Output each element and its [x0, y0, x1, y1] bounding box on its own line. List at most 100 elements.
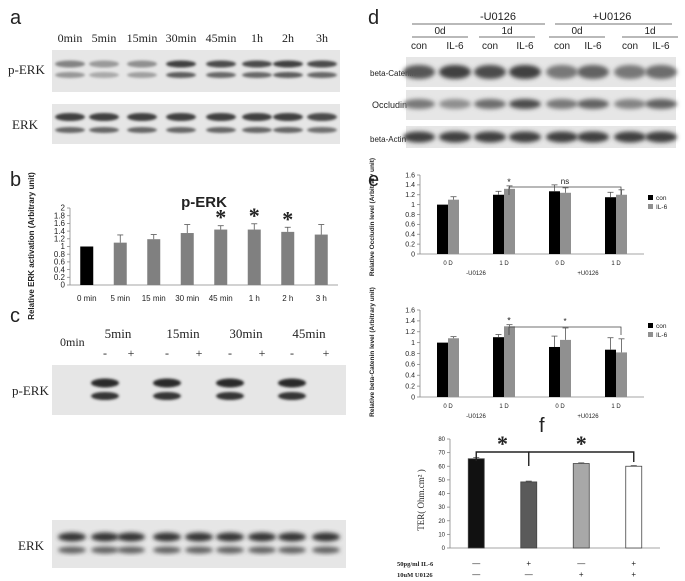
chart-e-bottom-legend-swatch [648, 323, 653, 328]
panel-c-zero-label: 0min [60, 335, 85, 349]
chart-e-bottom-bar [549, 346, 560, 397]
panel-d-occludin-band [577, 99, 609, 109]
panel-a-perk-band-upper [166, 60, 196, 68]
panel-d-occludin-band [645, 99, 677, 109]
chart-b-category-label: 3 h [316, 294, 327, 303]
panel-c-sign-label: - [103, 346, 107, 360]
panel-a-perk-band-lower [166, 72, 196, 78]
panel-d-occludin-band [403, 99, 435, 109]
panel-c-perk-band [278, 392, 306, 400]
panel-a-perk-band-lower [89, 72, 119, 78]
panel-a-lane-label: 45min [206, 31, 237, 45]
panel-a-erk-band-upper [242, 113, 272, 121]
panel-d-day-label: 1d [644, 26, 655, 37]
panel-c-erk-band [91, 546, 119, 554]
chart-b-bar [281, 231, 295, 285]
panel-c-erk-band [312, 546, 340, 554]
panel-d-condition-label: con [482, 41, 498, 52]
panel-d-row-label: beta-Catenin [370, 69, 416, 78]
panel-c-time-label: 45min [292, 326, 326, 341]
chart-f-ytick-label: 80 [438, 437, 445, 443]
chart-f-ytick-label: 60 [438, 464, 445, 470]
panel-c-erk-band [248, 546, 276, 554]
chart-e-top-group-label: +U0126 [577, 271, 599, 277]
chart-e-bottom-ytick-label: 0.6 [405, 362, 415, 369]
panel-a-perk-band-upper [206, 60, 236, 68]
chart-e-bottom-ylabel: Relative beta-Catenin level (Arbitrary u… [369, 287, 376, 417]
chart-e-bottom-bracket [508, 326, 622, 335]
chart-e-bottom-legend-label: IL-6 [656, 332, 668, 339]
chart-e-bottom-bar [605, 349, 616, 397]
panel-c-erk-band [58, 532, 86, 542]
chart-f-ytick-label: 30 [438, 505, 445, 511]
panel-d-day-label: 0d [571, 26, 582, 37]
chart-b-ytick-label: 0.4 [54, 265, 66, 274]
chart-e-bottom-ytick-label: 1.6 [405, 307, 415, 314]
chart-b-ytick-label: 1.8 [54, 211, 66, 220]
chart-e-top-ytick-label: 0.6 [405, 222, 415, 229]
panel-a-erk-band-lower [206, 127, 236, 133]
panel-a-letter: a [10, 7, 22, 29]
panel-a-perk-band-lower [55, 72, 85, 78]
chart-e-bottom-bar [560, 339, 571, 397]
chart-e-bottom-ytick-label: 0.4 [405, 373, 415, 380]
chart-f-treatment-sign: — [525, 570, 533, 579]
chart-b-ytick-label: 1.4 [54, 227, 66, 236]
panel-d-condition-label: IL-6 [516, 41, 534, 52]
panel-d-actin-band [546, 131, 578, 143]
panel-c-time-label: 5min [105, 326, 132, 341]
chart-b-bar [214, 229, 228, 285]
panel-c-erk-band [58, 546, 86, 554]
panel-c-erk-band [185, 532, 213, 542]
panel-c-erk-band [278, 532, 306, 542]
panel-d-catenin-band [645, 65, 677, 79]
panel-a-erk-band-upper [166, 113, 196, 121]
chart-f-ytick-label: 50 [438, 478, 445, 484]
panel-a-perk-band-upper [242, 60, 272, 68]
chart-b-category-label: 45 min [209, 294, 233, 303]
chart-f-treatment-sign: — [577, 559, 585, 568]
chart-e-top-legend-label: con [656, 195, 667, 202]
chart-f-treatment-label: 10uM U0126 [397, 572, 433, 579]
panel-a-perk-band-upper [127, 60, 157, 68]
panel-a-perk-band-lower [206, 72, 236, 78]
panel-a-erk-band-upper [55, 113, 85, 121]
panel-a-erk-band-upper [127, 113, 157, 121]
chart-e-top-category-label: 0 D [555, 261, 565, 267]
panel-a-perk-band-upper [273, 60, 303, 68]
chart-e-bottom-ytick-label: 1.2 [405, 329, 415, 336]
panel-c-perk-band [91, 392, 119, 400]
chart-f-bar [520, 481, 538, 549]
chart-f-ytick-label: 0 [442, 546, 446, 552]
panel-d-condition-label: con [411, 41, 427, 52]
chart-b-ylabel: Relative ERK activation (Arbitrary unit) [27, 172, 36, 320]
panel-d-day-label: 1d [501, 26, 512, 37]
panel-d-group-label: -U0126 [480, 11, 516, 23]
chart-e-top-ytick-label: 0.4 [405, 232, 415, 239]
panel-d-group-label: +U0126 [593, 11, 632, 23]
chart-e-top-category-label: 1 D [611, 261, 621, 267]
chart-e-bottom-bar [616, 352, 627, 397]
chart-e-top-ytick-label: 0.2 [405, 241, 415, 248]
chart-f-treatment-sign: — [472, 570, 480, 579]
chart-e-bottom-category-label: 0 D [555, 404, 565, 410]
panel-a-erk-blot [52, 104, 340, 144]
panel-d-occludin-band [546, 99, 578, 109]
panel-a-erk-band-lower [273, 127, 303, 133]
panel-c-sign-label: + [128, 346, 135, 360]
panel-c-time-label: 15min [166, 326, 200, 341]
panel-d-catenin-band [403, 65, 435, 79]
chart-e-top-ylabel: Relative Occludin level (Arbitrary unit) [369, 158, 376, 276]
chart-e-bottom-bar [504, 326, 515, 397]
panel-d-condition-label: IL-6 [446, 41, 464, 52]
panel-c-perk-band [278, 378, 306, 388]
panel-c-erk-band [312, 532, 340, 542]
chart-e-bottom-bar [493, 337, 504, 397]
chart-e-top-bar [448, 199, 459, 254]
chart-b-ytick-label: 1 [61, 242, 66, 251]
chart-e-top-bar [437, 204, 448, 254]
chart-e-top-bar [493, 194, 504, 254]
chart-e-top-ytick-label: 1 [411, 202, 415, 209]
chart-b-category-label: 15 min [142, 294, 166, 303]
